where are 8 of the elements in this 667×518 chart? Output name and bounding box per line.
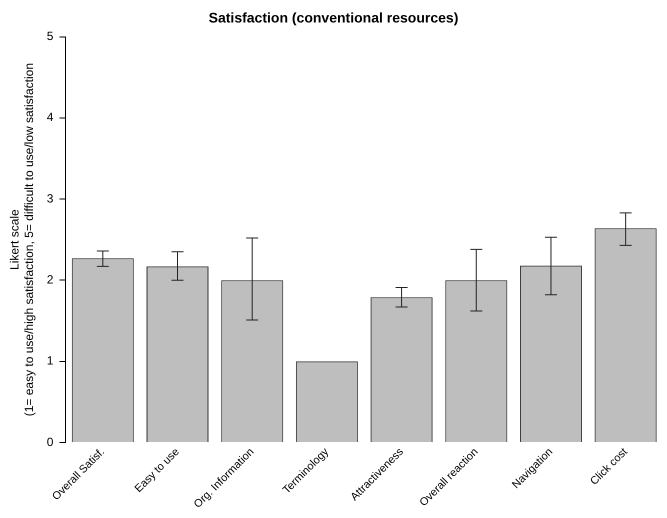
y-tick-label: 5 [46, 29, 54, 44]
y-tick-label: 1 [46, 354, 54, 368]
y-tick-label: 0 [46, 434, 54, 449]
chart-title: Satisfaction (conventional resources) [208, 9, 458, 26]
y-axis-title: Likert scale (1= easy to use/high satisfaction, 5= difficult to use/low satisfaction [8, 62, 36, 416]
y-tick-label: 3 [46, 191, 54, 206]
y-tick-label: 4 [46, 110, 54, 124]
y-tick-label: 2 [46, 272, 54, 287]
